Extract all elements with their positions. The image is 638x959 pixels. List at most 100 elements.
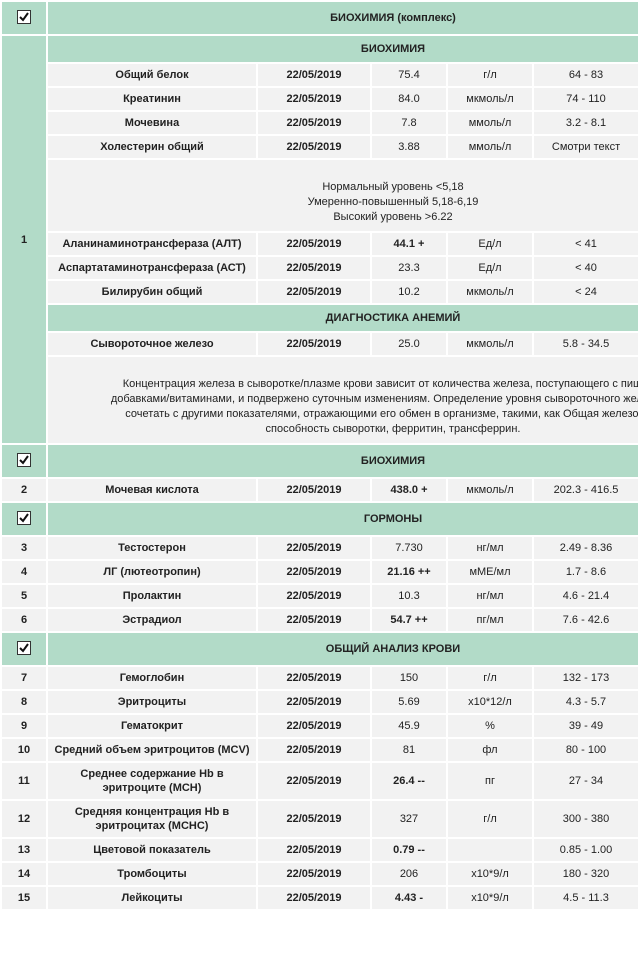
test-ref: 300 - 380 [532, 799, 638, 839]
test-unit: нг/мл [446, 583, 534, 609]
test-date: 22/05/2019 [256, 583, 372, 609]
checkbox[interactable] [17, 452, 31, 467]
test-ref: 64 - 83 [532, 62, 638, 88]
test-value: 3.88 [370, 134, 448, 160]
checkbox[interactable] [17, 640, 31, 655]
test-value: 150 [370, 665, 448, 691]
test-name: Креатинин [46, 86, 258, 112]
note-line: Умеренно-повышенный 5,18-6,19 [307, 196, 479, 208]
test-date: 22/05/2019 [256, 713, 372, 739]
test-ref: 0.85 - 1.00 [532, 837, 638, 863]
test-ref: 202.3 - 416.5 [532, 477, 638, 503]
test-date: 22/05/2019 [256, 134, 372, 160]
row-number: 5 [0, 583, 48, 609]
test-date: 22/05/2019 [256, 607, 372, 633]
checkbox-cell [0, 0, 48, 36]
test-unit: г/л [446, 799, 534, 839]
test-unit: ммоль/л [446, 110, 534, 136]
row-number: 2 [0, 477, 48, 503]
test-date: 22/05/2019 [256, 737, 372, 763]
test-row: Креатинин 22/05/2019 84.0 мкмоль/л 74 - 110 [1, 86, 638, 112]
test-row: Мочевина 22/05/2019 7.8 ммоль/л 3.2 - 8.1 [1, 110, 638, 136]
test-row: 15 Лейкоциты 22/05/2019 4.43 - x10*9/л 4.5 - … [0, 885, 638, 911]
note-row: Нормальный уровень <5,18 Умеренно-повышен… [1, 158, 638, 233]
test-date: 22/05/2019 [256, 231, 372, 257]
test-value: 5.69 [370, 689, 448, 715]
test-value: 23.3 [370, 255, 448, 281]
test-date: 22/05/2019 [256, 799, 372, 839]
test-name: Цветовой показатель [46, 837, 258, 863]
test-unit: мкмоль/л [446, 86, 534, 112]
test-unit: мМЕ/мл [446, 559, 534, 585]
row-number: 13 [0, 837, 48, 863]
checkbox-cell [0, 501, 48, 537]
test-date: 22/05/2019 [256, 279, 372, 305]
test-unit: мкмоль/л [446, 331, 534, 357]
test-unit: Ед/л [446, 231, 534, 257]
test-unit: пг/мл [446, 607, 534, 633]
row-number: 8 [0, 689, 48, 715]
row-number: 3 [0, 535, 48, 561]
test-ref: 132 - 173 [532, 665, 638, 691]
test-ref: < 41 [532, 231, 638, 257]
test-date: 22/05/2019 [256, 861, 372, 887]
group-header: 1 БИОХИМИЯ [0, 34, 638, 445]
test-name: Эритроциты [46, 689, 258, 715]
test-unit: % [446, 713, 534, 739]
row-number: 14 [0, 861, 48, 887]
test-ref: 27 - 34 [532, 761, 638, 801]
test-ref: 1.7 - 8.6 [532, 559, 638, 585]
test-unit: нг/мл [446, 535, 534, 561]
section-title: БИОХИМИЯ (комплекс) [46, 0, 638, 36]
test-name: ЛГ (лютеотропин) [46, 559, 258, 585]
test-ref: < 40 [532, 255, 638, 281]
test-date: 22/05/2019 [256, 255, 372, 281]
test-value: 84.0 [370, 86, 448, 112]
test-date: 22/05/2019 [256, 86, 372, 112]
test-row: 12 Средняя концентрация Hb в эритроцитах … [0, 799, 638, 839]
row-number: 4 [0, 559, 48, 585]
section-title: БИОХИМИЯ [46, 443, 638, 479]
row-number: 15 [0, 885, 48, 911]
test-row: 7 Гемоглобин 22/05/2019 150 г/л 132 - 173 [0, 665, 638, 691]
group-header: ДИАГНОСТИКА АНЕМИЙ [1, 303, 638, 333]
test-name: Средний объем эритроцитов (MCV) [46, 737, 258, 763]
test-unit: x10*12/л [446, 689, 534, 715]
test-row: 2 Мочевая кислота 22/05/2019 438.0 + мкмоль/… [0, 477, 638, 503]
test-unit: мкмоль/л [446, 279, 534, 305]
test-row: Билирубин общий 22/05/2019 10.2 мкмоль/л < 2… [1, 279, 638, 305]
test-name: Тестостерон [46, 535, 258, 561]
test-value: 10.2 [370, 279, 448, 305]
test-unit: г/л [446, 62, 534, 88]
row-number: 6 [0, 607, 48, 633]
test-name: Общий белок [46, 62, 258, 88]
test-ref: 5.8 - 34.5 [532, 331, 638, 357]
test-ref: < 24 [532, 279, 638, 305]
test-name: Среднее содержание Hb в эритроците (MCH) [46, 761, 258, 801]
row-number: 9 [0, 713, 48, 739]
test-ref: 39 - 49 [532, 713, 638, 739]
test-name: Аспартатаминотрансфераза (АСТ) [46, 255, 258, 281]
test-row: Аспартатаминотрансфераза (АСТ) 22/05/2019… [1, 255, 638, 281]
test-ref: 3.2 - 8.1 [532, 110, 638, 136]
test-ref: 180 - 320 [532, 861, 638, 887]
note-line: Нормальный уровень <5,18 [322, 181, 464, 193]
test-date: 22/05/2019 [256, 477, 372, 503]
test-value: 438.0 + [370, 477, 448, 503]
test-name: Мочевина [46, 110, 258, 136]
group-title: ДИАГНОСТИКА АНЕМИЙ [46, 303, 638, 333]
test-unit: Ед/л [446, 255, 534, 281]
test-name: Эстрадиол [46, 607, 258, 633]
checkbox[interactable] [17, 510, 31, 525]
test-value: 327 [370, 799, 448, 839]
checkbox[interactable] [17, 9, 31, 24]
test-name: Холестерин общий [46, 134, 258, 160]
checkbox-cell [0, 631, 48, 667]
note-line: Высокий уровень >6.22 [333, 211, 453, 223]
test-value: 4.43 - [370, 885, 448, 911]
test-date: 22/05/2019 [256, 535, 372, 561]
test-value: 45.9 [370, 713, 448, 739]
test-unit: пг [446, 761, 534, 801]
group-title: БИОХИМИЯ [46, 34, 638, 64]
